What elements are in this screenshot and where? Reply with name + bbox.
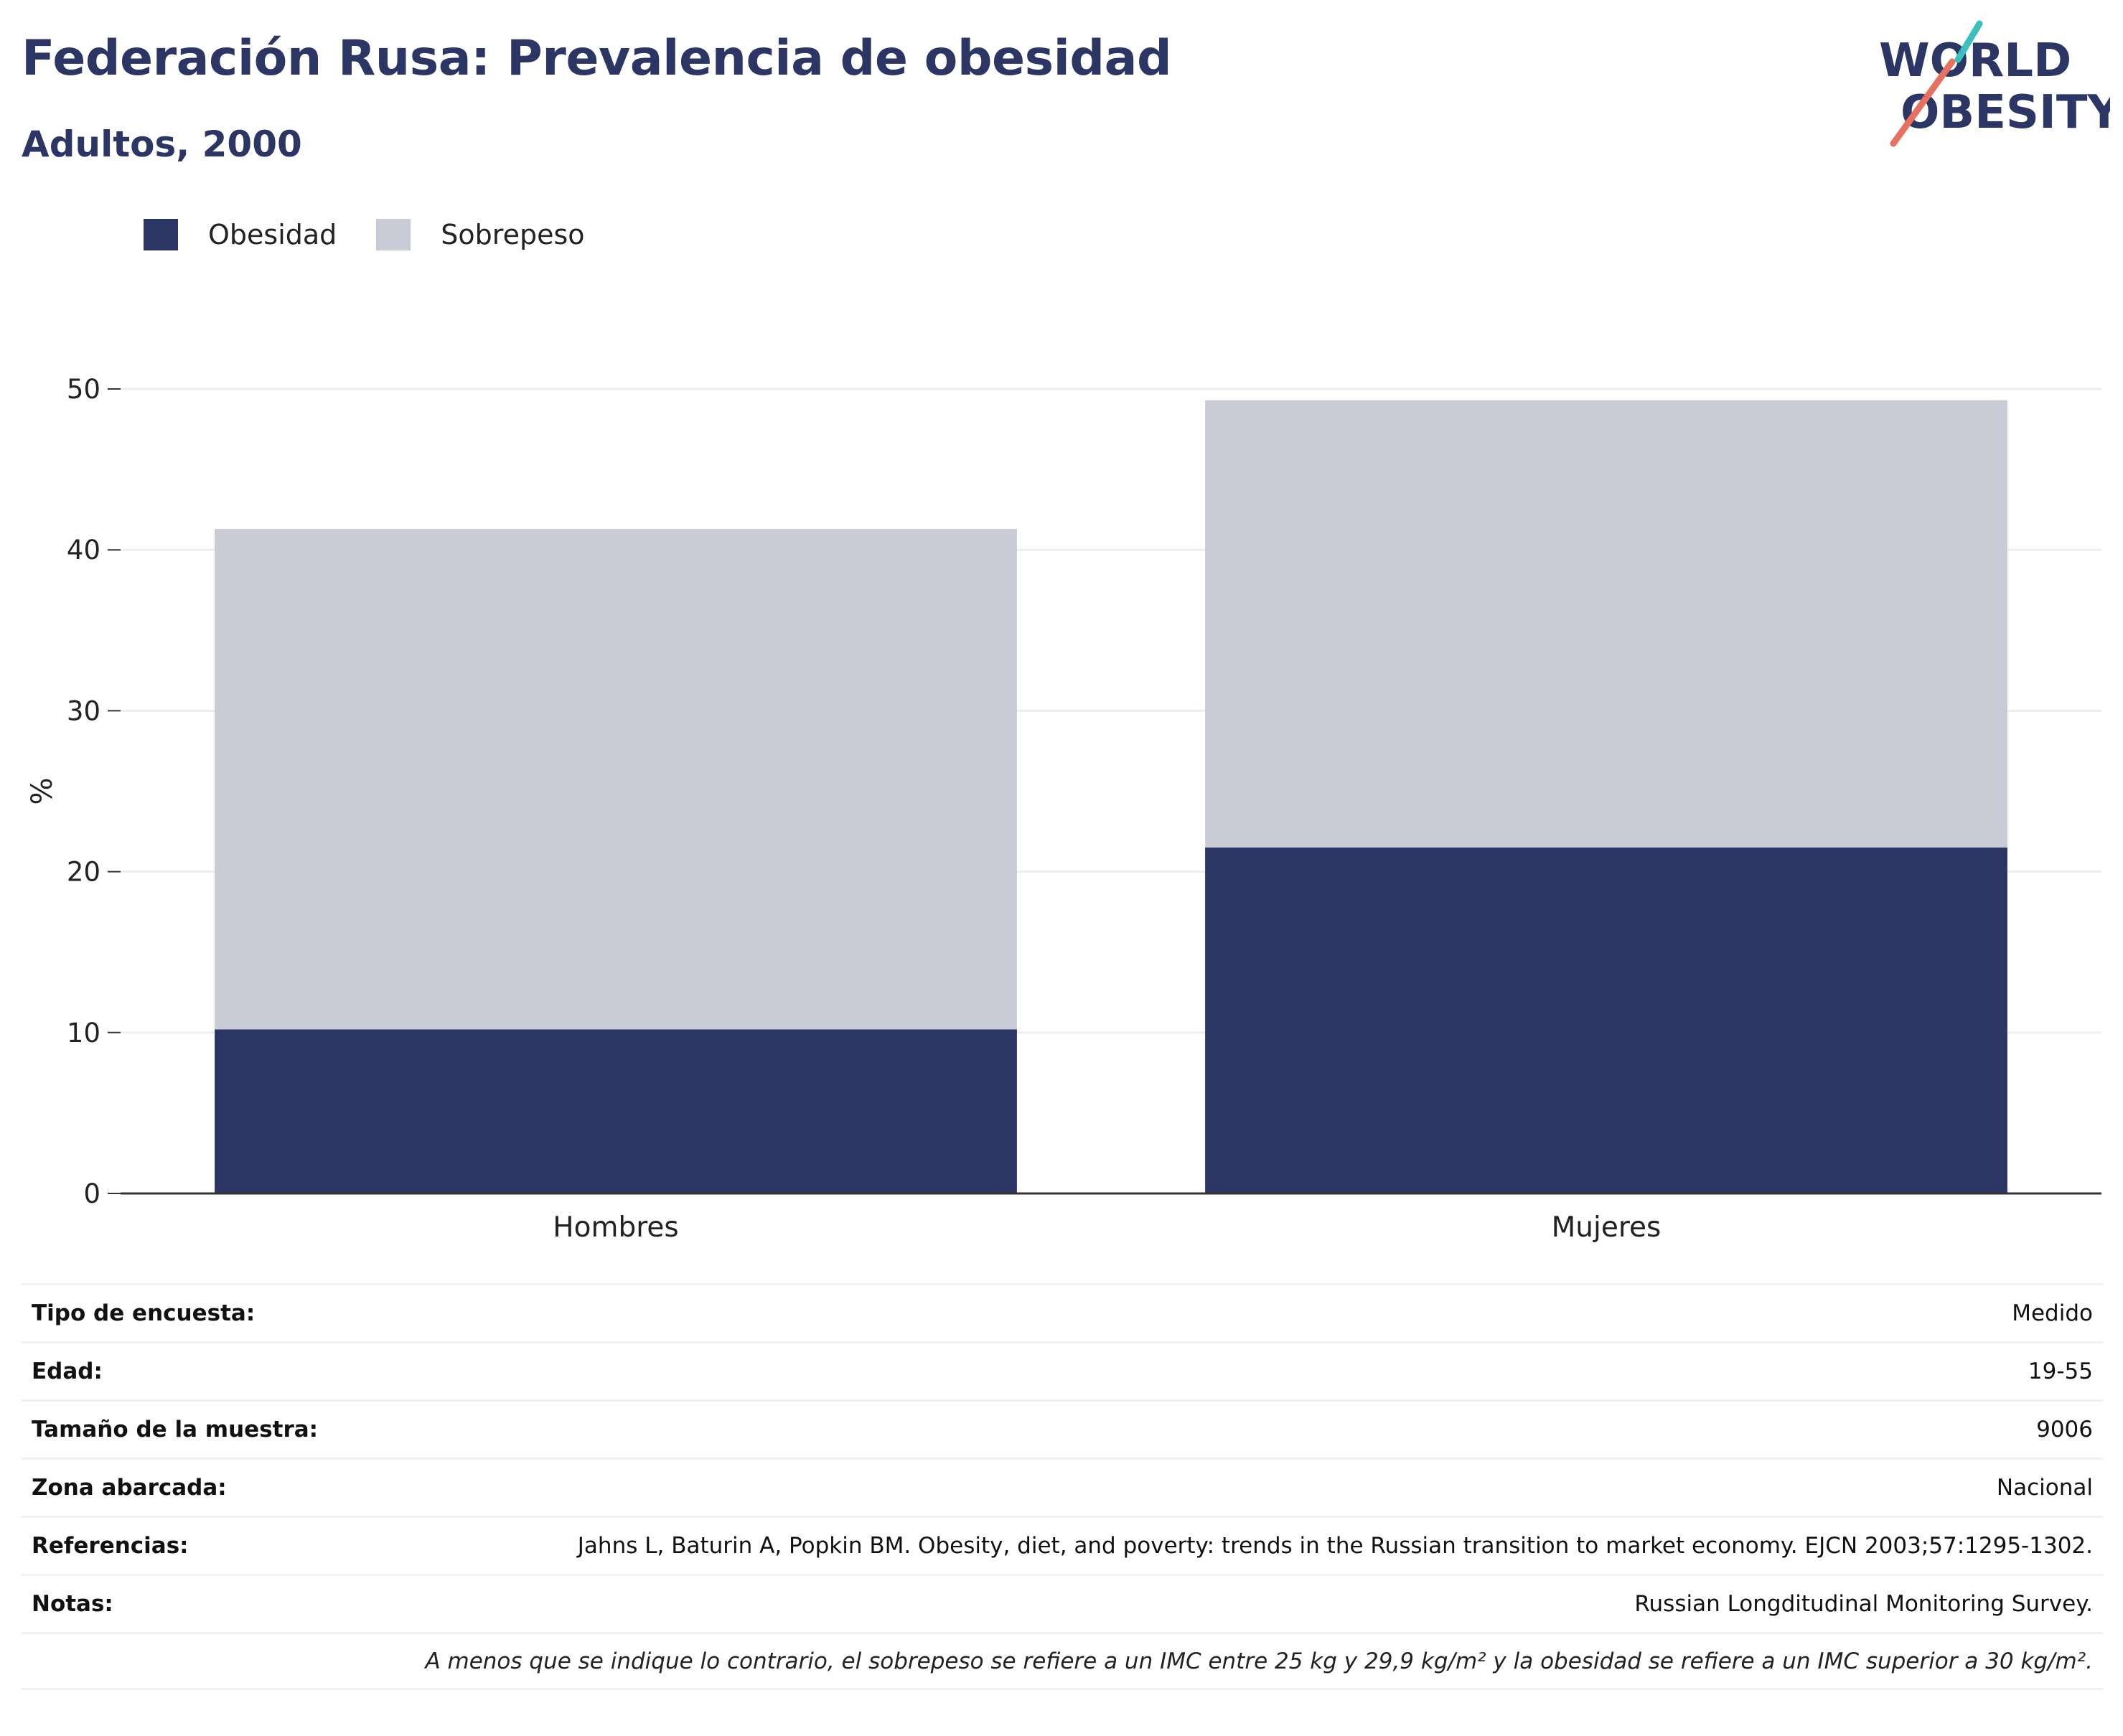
legend-label: Obesidad xyxy=(208,219,337,250)
legend-item-sobrepeso[interactable]: Sobrepeso xyxy=(376,219,585,250)
chart-subtitle: Adultos, 2000 xyxy=(22,123,302,165)
logo-text-world: WORLD xyxy=(1879,34,2071,88)
info-row-referencias: Referencias: Jahns L, Baturin A, Popkin … xyxy=(22,1516,2103,1574)
x-tick-label: Mujeres xyxy=(1552,1211,1662,1244)
info-key: Referencias: xyxy=(32,1533,189,1559)
bar-chart: 0 10 20 30 40 50% Hombres Mujeres xyxy=(26,374,2101,1244)
info-key: Tipo de encuesta: xyxy=(32,1300,256,1326)
info-table: Tipo de encuesta: Medido Edad: 19-55 Tam… xyxy=(22,1283,2103,1690)
legend-swatch-obesidad xyxy=(144,219,178,250)
info-value: Nacional xyxy=(1996,1475,2093,1501)
bar-obesidad-hombres xyxy=(215,1029,1017,1193)
logo-slash-teal xyxy=(1954,20,1983,63)
info-row-edad: Edad: 19-55 xyxy=(22,1341,2103,1399)
y-tick-label: 0 xyxy=(83,1178,100,1209)
info-value: Russian Longditudinal Monitoring Survey. xyxy=(1634,1591,2093,1617)
info-key: Tamaño de la muestra: xyxy=(32,1417,319,1442)
x-tick-label: Hombres xyxy=(553,1211,678,1244)
world-obesity-logo: WORLD OBESITY xyxy=(1879,20,2110,147)
bar-sobrepeso-hombres xyxy=(215,529,1017,1030)
logo-slash-coral xyxy=(1890,58,1956,147)
info-row-notas: Notas: Russian Longditudinal Monitoring … xyxy=(22,1574,2103,1632)
y-tick-label: 30 xyxy=(67,695,100,726)
legend-swatch-sobrepeso xyxy=(376,219,411,250)
info-key: Edad: xyxy=(32,1359,103,1384)
info-row-tipo: Tipo de encuesta: Medido xyxy=(22,1283,2103,1341)
bar-obesidad-mujeres xyxy=(1205,847,2007,1193)
y-tick-label: 10 xyxy=(67,1018,100,1048)
legend-item-obesidad[interactable]: Obesidad xyxy=(144,219,337,250)
footnote: A menos que se indique lo contrario, el … xyxy=(22,1632,2103,1690)
bar-sobrepeso-mujeres xyxy=(1205,400,2007,848)
info-value: 19-55 xyxy=(2028,1359,2093,1384)
info-value: Medido xyxy=(2012,1300,2093,1326)
logo-text-obesity: OBESITY xyxy=(1901,86,2110,139)
info-value: Jahns L, Baturin A, Popkin BM. Obesity, … xyxy=(577,1533,2093,1559)
info-key: Zona abarcada: xyxy=(32,1475,227,1501)
chart-title: Federación Rusa: Prevalencia de obesidad xyxy=(22,30,1172,87)
info-row-zona: Zona abarcada: Nacional xyxy=(22,1458,2103,1516)
y-tick-label: 40 xyxy=(67,535,100,566)
footnote-text: A menos que se indique lo contrario, el … xyxy=(425,1648,2093,1674)
info-row-muestra: Tamaño de la muestra: 9006 xyxy=(22,1399,2103,1458)
info-key: Notas: xyxy=(32,1591,113,1617)
y-tick-label: 50 xyxy=(67,374,100,405)
legend: Obesidad Sobrepeso xyxy=(144,217,624,253)
info-value: 9006 xyxy=(2036,1417,2093,1442)
legend-label: Sobrepeso xyxy=(441,219,585,250)
y-tick-label: 20 xyxy=(67,857,100,888)
y-axis-label: % xyxy=(26,777,59,804)
